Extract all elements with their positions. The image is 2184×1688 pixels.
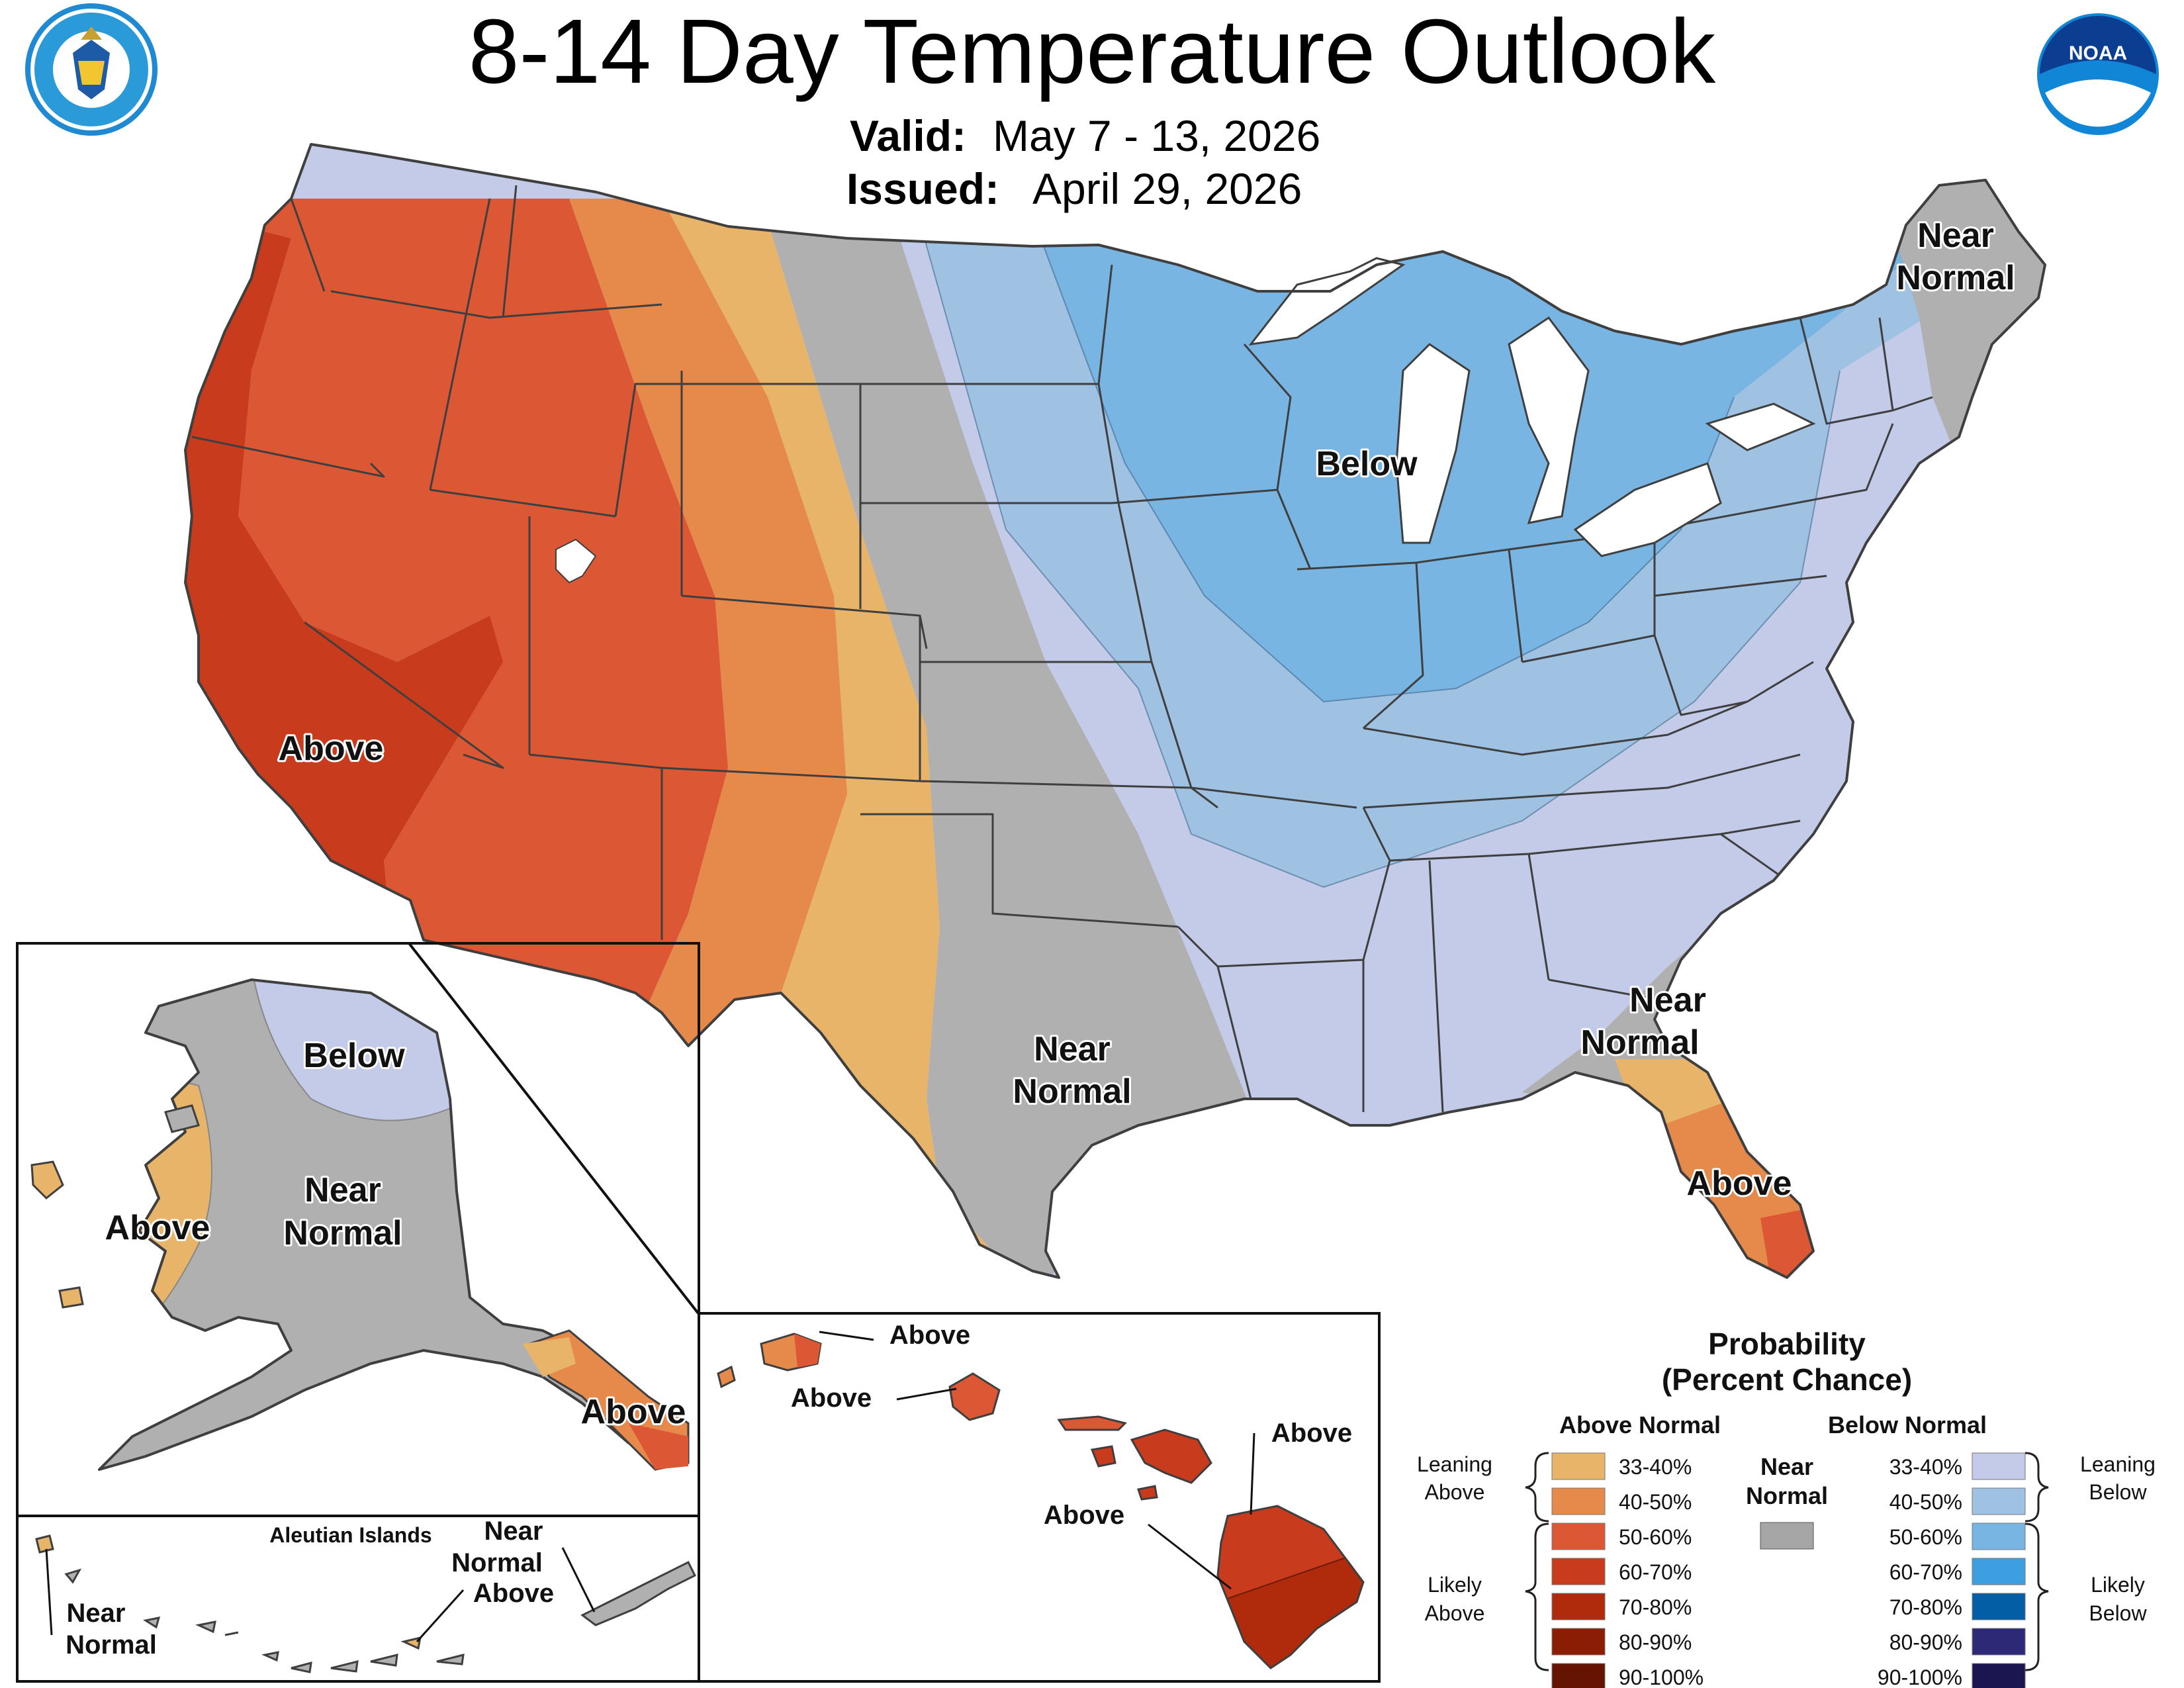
label-se-near-1: Near [1629,981,1706,1019]
legend-below-swatch-3 [1972,1558,2026,1585]
legend-below-label-4: 70-80% [1889,1595,1962,1619]
label-ne-near-1: Near [1917,216,1994,255]
valid-label: Valid: [850,111,966,160]
noaa-logo-text: NOAA [2069,42,2127,64]
legend-above-swatch-0 [1551,1452,1606,1480]
legend-above-rows: 33-40% 40-50% 50-60% 60-70% 70-80% 80-90% 90-1… [1551,1452,1704,1688]
legend-leaning-below-1: Leaning [2080,1452,2156,1476]
legend-below-header: Below Normal [1828,1411,1987,1438]
label-aleutian-title: Aleutian Islands [269,1523,432,1547]
legend-leaning-below-2: Below [2089,1480,2147,1504]
label-ak-below: Below [303,1037,405,1075]
legend-below-rows: 33-40% 40-50% 50-60% 60-70% 70-80% 80-90% 90-1… [1878,1452,2026,1688]
legend-above-label-2: 50-60% [1619,1525,1692,1549]
label-aleut-nna-2: Normal [451,1548,543,1577]
legend-likely-above-2: Above [1425,1601,1485,1625]
legend-title-2: (Percent Chance) [1662,1362,1912,1397]
commerce-seal-logo [25,3,158,136]
label-ak-near-2: Normal [283,1214,402,1252]
legend-above-header: Above Normal [1559,1411,1721,1438]
label-aleut-near-2: Normal [66,1630,157,1660]
legend-above-swatch-2 [1551,1523,1606,1550]
conus-near-normal-central [761,199,1257,1278]
label-ak-above-southeast: Above [581,1393,686,1431]
label-aleut-near-1: Near [67,1599,126,1628]
label-hi-above-kauai: Above [889,1321,970,1350]
legend-below-swatch-1 [1972,1487,2026,1515]
legend-likely-above-1: Likely [1428,1573,1482,1597]
conus-above-50-60 [185,199,728,1033]
map-title: 8-14 Day Temperature Outlook [469,1,1716,103]
hawaii-inset [698,1312,1381,1683]
label-tx-near-2: Normal [1013,1072,1131,1111]
legend-below-label-2: 50-60% [1889,1525,1962,1549]
legend-below-swatch-4 [1972,1593,2026,1620]
legend-above-swatch-6 [1551,1663,1606,1688]
legend-likely-below-1: Likely [2091,1573,2145,1597]
legend-above-label-3: 60-70% [1619,1560,1692,1584]
label-hi-above-big-island: Above [1044,1501,1124,1530]
legend-above-label-1: 40-50% [1619,1490,1692,1514]
conus-above-40-50 [569,199,847,1072]
label-ne-near-2: Normal [1896,259,2015,297]
legend-above-label-4: 70-80% [1619,1595,1692,1619]
label-se-near-2: Normal [1580,1023,1699,1062]
legend: Probability (Percent Chance) Above Norma… [1417,1327,2156,1688]
legend-likely-below-2: Below [2089,1601,2147,1625]
legend-leaning-above-2: Above [1425,1480,1485,1504]
legend-below-label-1: 40-50% [1889,1490,1962,1514]
label-hi-above-maui: Above [1271,1419,1352,1448]
noaa-logo: NOAA [2037,13,2159,135]
legend-above-swatch-1 [1551,1487,1606,1515]
legend-below-label-3: 60-70% [1889,1560,1962,1584]
label-hi-above-oahu: Above [791,1383,872,1413]
legend-above-swatch-3 [1551,1558,1606,1585]
issued-label: Issued: [846,164,999,213]
conus-above-33-40 [662,199,1032,1278]
legend-below-swatch-5 [1972,1628,2026,1656]
legend-near-normal-swatch [1760,1522,1814,1550]
label-conus-below: Below [1316,445,1418,483]
legend-title-1: Probability [1708,1327,1866,1361]
legend-near-header-2: Normal [1746,1482,1828,1509]
legend-above-label-0: 33-40% [1619,1455,1692,1479]
legend-above-swatch-5 [1551,1628,1606,1656]
label-conus-above: Above [279,729,384,768]
label-aleut-nna-1: Near [484,1517,543,1546]
label-tx-near-1: Near [1034,1030,1111,1068]
legend-above-swatch-4 [1551,1593,1606,1620]
label-ak-above-west: Above [105,1209,210,1247]
legend-below-label-5: 80-90% [1889,1630,1962,1654]
label-ak-near-1: Near [304,1171,381,1209]
legend-below-swatch-0 [1972,1452,2026,1480]
legend-above-label-6: 90-100% [1619,1665,1704,1688]
legend-above-label-5: 80-90% [1619,1630,1692,1654]
legend-below-label-0: 33-40% [1889,1455,1962,1479]
conus-fl-above-50-60 [1760,1205,1827,1278]
issued-date: April 29, 2026 [1032,164,1302,213]
legend-below-swatch-6 [1972,1663,2026,1688]
legend-below-swatch-2 [1972,1523,2026,1550]
label-fl-above: Above [1687,1164,1792,1203]
legend-leaning-above-1: Leaning [1417,1452,1492,1476]
legend-near-header-1: Near [1760,1453,1813,1480]
legend-below-label-6: 90-100% [1878,1665,1962,1688]
label-aleut-nna-3: Above [473,1579,554,1608]
valid-dates: May 7 - 13, 2026 [993,111,1320,160]
